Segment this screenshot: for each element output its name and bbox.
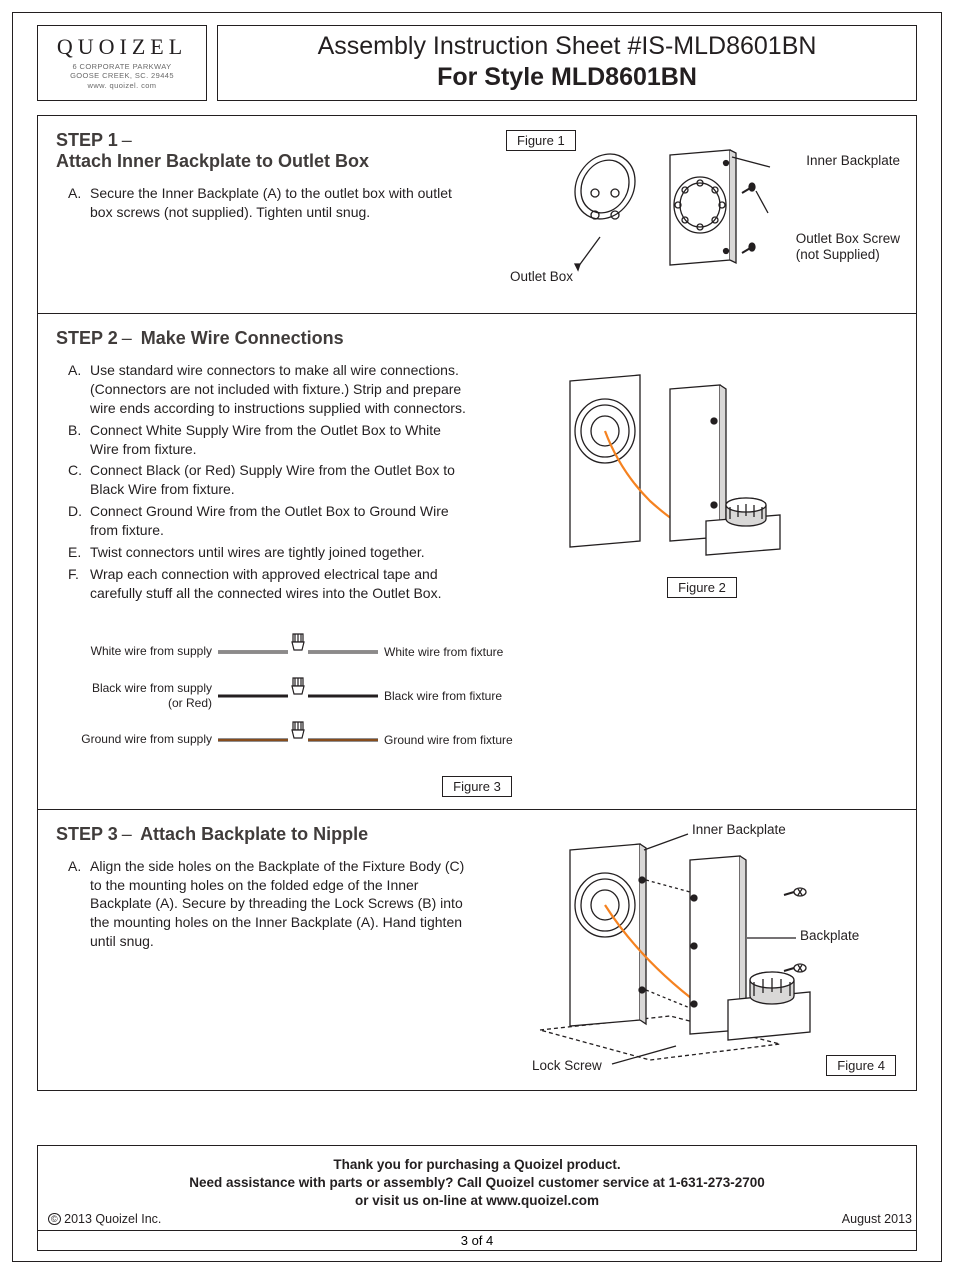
step1-prefix: STEP 1 bbox=[56, 130, 118, 150]
wire-row-1: Black wire from supply (or Red) Black wir… bbox=[48, 674, 558, 718]
wire-nut-icon bbox=[288, 676, 308, 696]
page-number: 3 of 4 bbox=[37, 1231, 917, 1251]
figure1-diagram: Inner Backplate Outlet Box Screw (not Su… bbox=[500, 151, 904, 301]
wire-nut-icon bbox=[288, 720, 308, 740]
step1-title: Attach Inner Backplate to Outlet Box bbox=[56, 151, 396, 172]
step3-section: STEP 3– Attach Backplate to Nipple A. Al… bbox=[38, 810, 916, 1090]
figure2-label: Figure 2 bbox=[667, 577, 737, 598]
step1-heading: STEP 1– Attach Inner Backplate to Outlet… bbox=[38, 116, 488, 178]
figure2-diagram: Figure 2 bbox=[500, 361, 904, 581]
wire-label-right-2: Ground wire from fixture bbox=[378, 733, 558, 747]
step2-list: A.Use standard wire connectors to make a… bbox=[56, 361, 470, 603]
step1-section: STEP 1– Attach Inner Backplate to Outlet… bbox=[38, 116, 916, 313]
step3-item-a: A. Align the side holes on the Backplate… bbox=[68, 857, 470, 951]
step2-item-c: C.Connect Black (or Red) Supply Wire fro… bbox=[68, 461, 470, 499]
wire-label-left-1: Black wire from supply (or Red) bbox=[48, 681, 218, 710]
title-box: Assembly Instruction Sheet #IS-MLD8601BN… bbox=[217, 25, 917, 101]
footer-line1: Thank you for purchasing a Quoizel produ… bbox=[50, 1156, 904, 1174]
page-outer-frame: QUOIZEL 6 CORPORATE PARKWAY GOOSE CREEK,… bbox=[12, 12, 942, 1262]
brand-name: QUOIZEL bbox=[46, 34, 198, 60]
step2-item-e: E.Twist connectors until wires are tight… bbox=[68, 543, 470, 562]
figure4-label: Figure 4 bbox=[826, 1055, 896, 1076]
footer-copyright: © 2013 Quoizel Inc. bbox=[48, 1212, 161, 1226]
wire-nut-icon bbox=[288, 632, 308, 652]
step2-heading: STEP 2– Make Wire Connections bbox=[38, 314, 916, 355]
step3-heading: STEP 3– Attach Backplate to Nipple bbox=[38, 810, 488, 851]
brand-addr1: 6 CORPORATE PARKWAY bbox=[46, 62, 198, 71]
step2-item-d: D.Connect Ground Wire from the Outlet Bo… bbox=[68, 502, 470, 540]
step2-item-f: F.Wrap each connection with approved ele… bbox=[68, 565, 470, 603]
logo-box: QUOIZEL 6 CORPORATE PARKWAY GOOSE CREEK,… bbox=[37, 25, 207, 101]
step2-item-b: B.Connect White Supply Wire from the Out… bbox=[68, 421, 470, 459]
fig1-callout-screw: Outlet Box Screw (not Supplied) bbox=[796, 231, 900, 263]
fig4-callout-lockscrew: Lock Screw bbox=[532, 1058, 602, 1073]
wire-row-2: Ground wire from supply Ground wire from … bbox=[48, 718, 558, 762]
wire-row-0: White wire from supply White wire from fi… bbox=[48, 630, 558, 674]
title-line1: Assembly Instruction Sheet #IS-MLD8601BN bbox=[226, 32, 908, 61]
step1-item-a: A. Secure the Inner Backplate (A) to the… bbox=[68, 184, 470, 222]
footer-date: August 2013 bbox=[842, 1212, 912, 1226]
content-frame: STEP 1– Attach Inner Backplate to Outlet… bbox=[37, 115, 917, 1091]
brand-addr3: www. quoizel. com bbox=[46, 81, 198, 90]
figure3-label: Figure 3 bbox=[442, 776, 512, 797]
fig1-callout-innerbackplate: Inner Backplate bbox=[806, 153, 900, 168]
fig4-callout-innerbackplate: Inner Backplate bbox=[692, 822, 786, 837]
fig4-callout-backplate: Backplate bbox=[800, 928, 859, 943]
wire-label-right-0: White wire from fixture bbox=[378, 645, 558, 659]
wire-label-left-0: White wire from supply bbox=[48, 644, 218, 658]
footer-line2: Need assistance with parts or assembly? … bbox=[50, 1174, 904, 1192]
figure4-diagram: Inner Backplate Backplate Lock Screw Fig… bbox=[500, 820, 904, 1080]
header-row: QUOIZEL 6 CORPORATE PARKWAY GOOSE CREEK,… bbox=[13, 13, 941, 109]
footer-box: Thank you for purchasing a Quoizel produ… bbox=[37, 1145, 917, 1232]
footer-line3: or visit us on-line at www.quoizel.com bbox=[50, 1192, 904, 1210]
title-line2: For Style MLD8601BN bbox=[226, 63, 908, 92]
fig1-callout-outletbox: Outlet Box bbox=[510, 269, 573, 284]
step2-section: STEP 2– Make Wire Connections A.Use stan… bbox=[38, 314, 916, 809]
figure3-wire-diagram: White wire from supply White wire from fi… bbox=[48, 620, 558, 770]
wire-label-left-2: Ground wire from supply bbox=[48, 732, 218, 746]
wire-label-right-1: Black wire from fixture bbox=[378, 689, 558, 703]
step2-item-a: A.Use standard wire connectors to make a… bbox=[68, 361, 470, 418]
brand-addr2: GOOSE CREEK, SC. 29445 bbox=[46, 71, 198, 80]
